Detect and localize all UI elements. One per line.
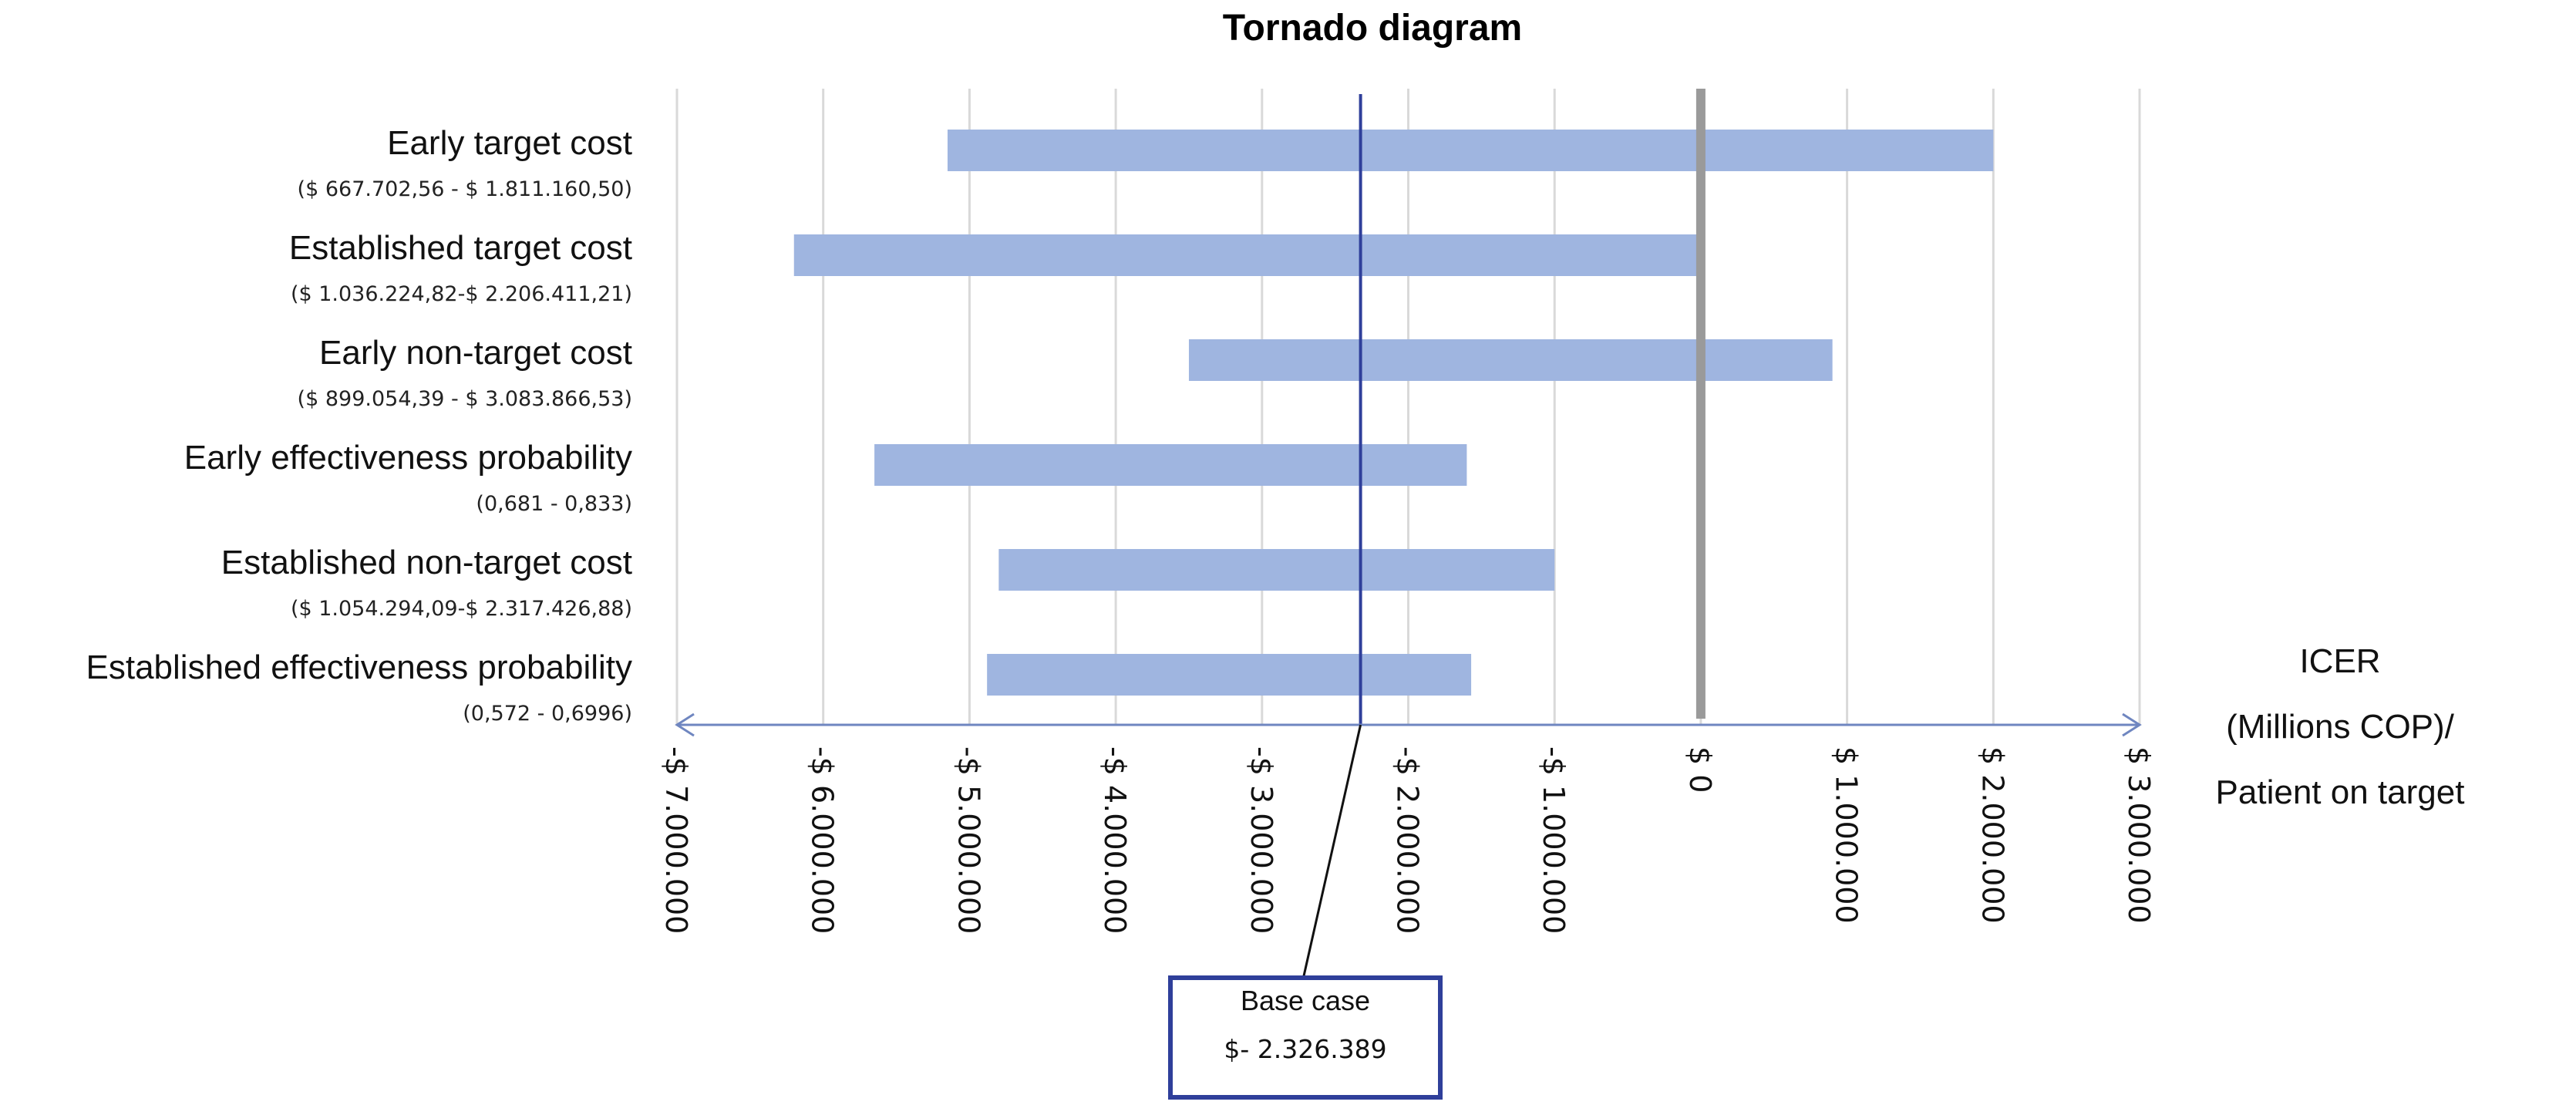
x-axis-title: ICER (Millions COP)/ Patient on target	[2216, 642, 2465, 811]
x-axis-left-arrow	[675, 713, 695, 737]
bar	[793, 234, 1699, 276]
base-case-label: Base case	[1241, 985, 1370, 1016]
x-axis-title-line-1: ICER	[2299, 642, 2380, 680]
x-tick-label: -$ 2.000.000	[1391, 746, 1425, 934]
bar	[998, 549, 1555, 591]
category-label: Established non-target cost	[221, 544, 632, 581]
category-range-label: ($ 1.036.224,82-$ 2.206.411,21)	[291, 282, 632, 306]
x-tick-label: -$ 1.000.000	[1537, 746, 1571, 934]
bars	[793, 130, 1994, 696]
x-axis	[675, 713, 2142, 737]
bar	[947, 130, 1994, 171]
category-labels: Early target cost ($ 667.702,56 - $ 1.811…	[86, 124, 633, 726]
base-case-callout: Base case $- 2.326.389	[1168, 724, 1443, 1100]
category-label: Early non-target cost	[319, 334, 632, 372]
base-case-value: $- 2.326.389	[1224, 1034, 1386, 1064]
bar	[987, 654, 1472, 696]
base-case-leader-line	[1301, 724, 1362, 980]
category-label: Established effectiveness probability	[86, 649, 633, 686]
category-range-label: ($ 667.702,56 - $ 1.811.160,50)	[298, 177, 632, 201]
bar	[1188, 339, 1833, 381]
x-tick-label: $ 1.000.000	[1830, 746, 1864, 924]
category-range-label: (0,681 - 0,833)	[476, 492, 632, 516]
reference-lines	[1359, 89, 1706, 725]
category-label: Early target cost	[387, 124, 632, 162]
category-label: Early effectiveness probability	[184, 439, 632, 477]
x-axis-title-line-3: Patient on target	[2216, 773, 2465, 811]
x-tick-label: $ 0	[1683, 746, 1717, 793]
category-range-label: ($ 1.054.294,09-$ 2.317.426,88)	[291, 597, 632, 621]
x-tick-label: -$ 4.000.000	[1098, 746, 1132, 934]
category-range-label: ($ 899.054,39 - $ 3.083.866,53)	[298, 387, 632, 411]
base-case-box	[1168, 975, 1443, 1100]
gridlines	[675, 89, 2141, 725]
x-tick-label: $ 3.000.000	[2122, 746, 2156, 924]
x-tick-labels: -$ 7.000.000 -$ 6.000.000 -$ 5.000.000 -$ 4…	[659, 746, 2156, 934]
x-tick-label: $ 2.000.000	[1975, 746, 2009, 924]
x-tick-label: -$ 6.000.000	[806, 746, 840, 934]
category-label: Established target cost	[289, 229, 632, 267]
x-tick-label: -$ 7.000.000	[659, 746, 693, 934]
x-tick-label: -$ 3.000.000	[1244, 746, 1278, 934]
category-range-label: (0,572 - 0,6996)	[463, 702, 632, 726]
x-axis-right-arrow	[2122, 713, 2142, 737]
bar	[874, 444, 1467, 486]
x-axis-title-line-2: (Millions COP)/	[2226, 708, 2455, 746]
chart-title: Tornado diagram	[1223, 8, 1522, 49]
x-tick-label: -$ 5.000.000	[951, 746, 985, 934]
